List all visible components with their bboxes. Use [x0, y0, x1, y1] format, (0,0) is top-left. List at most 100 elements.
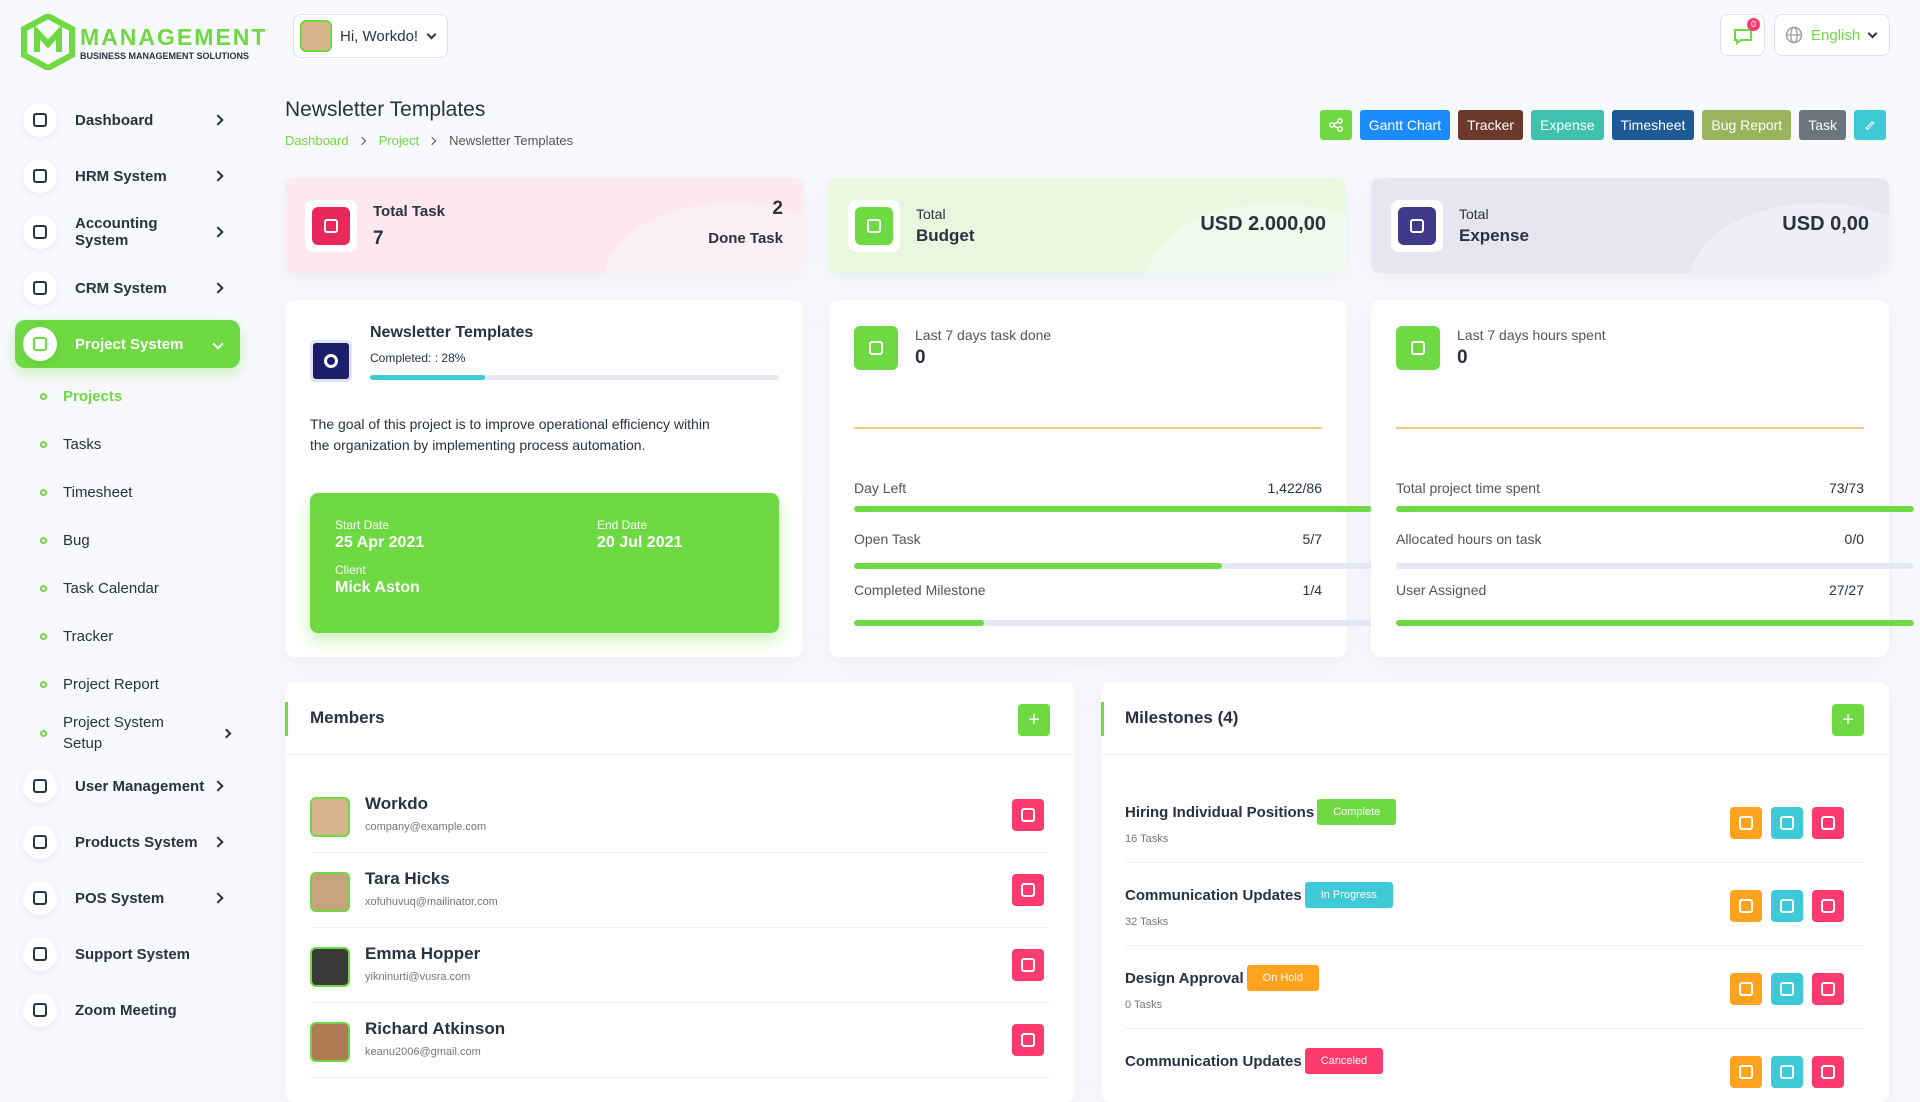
icon-glyph — [1411, 341, 1425, 355]
bullet — [40, 584, 47, 592]
edit-milestone[interactable] — [1771, 973, 1803, 1005]
submenu-label: Project System Setup — [63, 714, 164, 752]
bullet — [40, 392, 47, 400]
nav-item[interactable]: POS System — [15, 874, 240, 922]
submenu-item[interactable]: Tasks — [40, 424, 230, 464]
submenu-item[interactable]: Bug — [40, 520, 230, 560]
edit-milestone[interactable] — [1771, 807, 1803, 839]
language: English — [1811, 26, 1861, 44]
stat-bar-fill — [854, 620, 984, 626]
nav-item[interactable]: Project System — [15, 320, 240, 368]
nav-item[interactable]: Products System — [15, 818, 240, 866]
stat-label: Day Left — [854, 480, 907, 496]
action-button[interactable]: Bug Report — [1702, 110, 1792, 140]
nav-label: HRM System — [75, 167, 167, 185]
nav-item[interactable]: CRM System — [15, 264, 240, 312]
submenu-item[interactable]: Task Calendar — [40, 568, 230, 608]
add-member[interactable]: + — [1018, 704, 1050, 736]
view-milestone[interactable] — [1730, 807, 1762, 839]
action-button[interactable]: Timesheet — [1611, 110, 1695, 140]
chart-line — [1396, 427, 1864, 429]
nav-item[interactable]: Accounting System — [15, 208, 240, 256]
member-name: Richard Atkinson — [365, 1019, 506, 1038]
end-date: 20 Jul 2021 — [597, 534, 683, 551]
action-button[interactable]: Task — [1799, 110, 1846, 140]
stat-bar — [854, 506, 1372, 512]
nav-item[interactable]: Support System — [15, 930, 240, 978]
icon-glyph — [1021, 958, 1035, 972]
summary-icon — [855, 207, 893, 245]
delete-milestone[interactable] — [1812, 973, 1844, 1005]
icon-glyph — [1821, 982, 1835, 996]
stat-bar — [1396, 506, 1914, 512]
action-button[interactable]: Expense — [1531, 110, 1604, 140]
milestone-status: Complete — [1317, 799, 1397, 825]
project-logo — [310, 340, 352, 382]
action-button[interactable]: Gantt Chart — [1359, 110, 1451, 140]
delete-member[interactable] — [1012, 799, 1044, 831]
greeting: Hi, Workdo! — [340, 27, 419, 45]
nav-label: Products System — [75, 833, 198, 851]
breadcrumb-item[interactable]: Project — [378, 133, 420, 148]
delete-member[interactable] — [1012, 949, 1044, 981]
row-divider — [1125, 1028, 1865, 1029]
nav-icon — [23, 881, 57, 915]
breadcrumb-sep — [427, 136, 437, 145]
summary-title: Total Task — [373, 203, 445, 220]
nav-label: Support System — [75, 945, 191, 963]
icon-glyph — [1021, 883, 1035, 897]
summary-card: Total Expense USD 0,00 — [1371, 178, 1889, 273]
edit-milestone[interactable] — [1771, 1056, 1803, 1088]
edit-milestone[interactable] — [1771, 890, 1803, 922]
stats-value: 0 — [1457, 347, 1468, 368]
nav-item[interactable]: User Management — [15, 762, 240, 810]
nav-item[interactable]: Dashboard — [15, 96, 240, 144]
view-milestone[interactable] — [1730, 1056, 1762, 1088]
delete-member[interactable] — [1012, 874, 1044, 906]
bullet — [40, 632, 47, 640]
milestone-name: Communication Updates — [1125, 1052, 1302, 1070]
action-button[interactable]: Tracker — [1458, 110, 1524, 140]
submenu-item[interactable]: Timesheet — [40, 472, 230, 512]
notifications[interactable]: 0 — [1720, 14, 1765, 56]
brand-logo — [21, 14, 75, 70]
stat-value: 5/7 — [1302, 531, 1322, 547]
milestone-status: Canceled — [1304, 1048, 1384, 1074]
view-milestone[interactable] — [1730, 890, 1762, 922]
nav-item[interactable]: Zoom Meeting — [15, 986, 240, 1034]
share-button[interactable] — [1319, 110, 1352, 140]
stats-icon — [1396, 326, 1440, 370]
submenu-item[interactable]: Project Report — [40, 664, 230, 704]
language-selector[interactable]: English — [1774, 14, 1890, 56]
delete-member[interactable] — [1012, 1024, 1044, 1056]
project-name: Newsletter Templates — [370, 324, 534, 341]
stat-label: Total project time spent — [1396, 480, 1540, 496]
stat-bar-fill — [854, 563, 1222, 569]
submenu-item[interactable]: Tracker — [40, 616, 230, 656]
bullet — [40, 680, 47, 688]
add-milestone[interactable]: + — [1832, 704, 1864, 736]
icon-glyph — [33, 891, 47, 905]
graphic — [34, 24, 62, 52]
share-icon — [1328, 118, 1343, 132]
breadcrumb-item[interactable]: Dashboard — [285, 133, 349, 148]
edit-button[interactable] — [1854, 110, 1886, 140]
submenu-item[interactable]: Project System Setup — [40, 712, 232, 754]
summary-icon-box — [305, 200, 357, 252]
graphic — [1333, 121, 1339, 129]
summary-title: Expense — [1459, 226, 1529, 245]
nav-icon — [23, 327, 57, 361]
chevron — [212, 892, 224, 904]
user-menu[interactable]: Hi, Workdo! — [293, 14, 449, 58]
submenu-item[interactable]: Projects — [40, 376, 230, 416]
delete-milestone[interactable] — [1812, 1056, 1844, 1088]
delete-milestone[interactable] — [1812, 890, 1844, 922]
row-divider — [310, 1077, 1050, 1078]
view-milestone[interactable] — [1730, 973, 1762, 1005]
icon-glyph — [1821, 816, 1835, 830]
chevron — [221, 728, 232, 738]
nav-item[interactable]: HRM System — [15, 152, 240, 200]
delete-milestone[interactable] — [1812, 807, 1844, 839]
summary-caption: Total — [1459, 206, 1489, 222]
